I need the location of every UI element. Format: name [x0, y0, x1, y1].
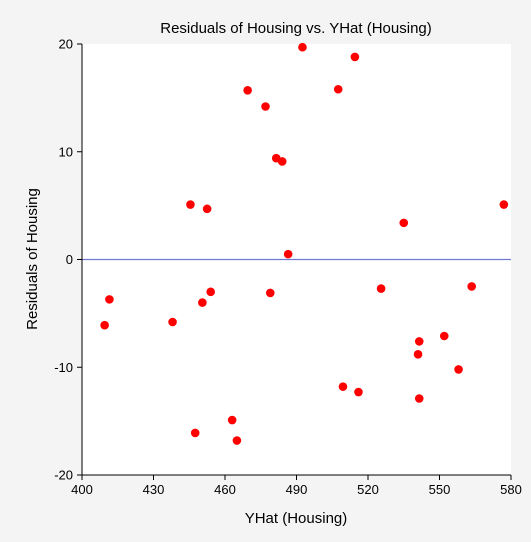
data-point [333, 84, 343, 94]
data-point [190, 428, 200, 438]
data-point [277, 157, 287, 166]
data-point [105, 295, 114, 304]
y-axis-label: Residuals of Housing [24, 188, 41, 330]
x-tick-label: 460 [214, 482, 236, 497]
data-point [414, 337, 424, 346]
data-point [232, 436, 242, 445]
data-point [168, 317, 177, 327]
y-tick-label: 10 [59, 144, 73, 159]
data-point [206, 287, 215, 297]
data-point [298, 42, 307, 52]
data-point [399, 218, 409, 228]
data-point [376, 284, 386, 293]
chart-title: Residuals of Housing vs. YHat (Housing) [160, 20, 432, 37]
data-points [100, 42, 509, 445]
data-point [454, 365, 463, 374]
data-point [265, 288, 275, 298]
data-point [413, 350, 423, 359]
x-tick-label: 490 [286, 482, 308, 497]
x-tick-label: 400 [71, 482, 93, 497]
x-axis-label: YHat (Housing) [245, 510, 348, 527]
x-tick-label: 580 [500, 482, 522, 497]
data-point [350, 52, 360, 62]
y-tick-label: 20 [59, 37, 73, 52]
data-point [186, 200, 195, 209]
data-point [243, 86, 252, 95]
x-tick-label: 520 [357, 482, 379, 497]
data-point [354, 387, 363, 397]
data-point [261, 102, 270, 111]
data-point [227, 415, 237, 425]
data-point [202, 204, 212, 214]
data-point [338, 382, 348, 391]
y-tick-label: -20 [54, 468, 73, 483]
y-tick-label: -10 [54, 360, 73, 375]
data-point [100, 320, 109, 330]
x-axis-ticks: 400 430 460 490 520 550 580 [71, 475, 522, 497]
data-point [283, 249, 293, 259]
data-point [467, 282, 476, 291]
data-point [414, 394, 424, 403]
data-point [439, 331, 449, 341]
x-tick-label: 430 [143, 482, 165, 497]
y-tick-label: 0 [66, 252, 73, 267]
y-axis-ticks: 20 10 0 -10 -20 [54, 37, 82, 483]
x-tick-label: 550 [429, 482, 451, 497]
data-point [198, 298, 207, 307]
data-point [499, 200, 509, 209]
